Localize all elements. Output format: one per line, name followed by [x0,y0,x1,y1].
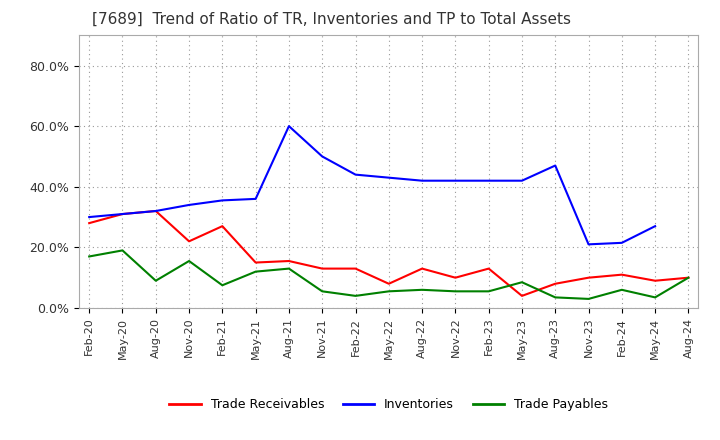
Inventories [185,202,194,208]
Trade Receivables [85,220,94,226]
Trade Payables [85,254,94,259]
Inventories [384,175,393,180]
Trade Receivables [618,272,626,277]
Trade Receivables [551,281,559,286]
Inventories [451,178,459,183]
Trade Payables [384,289,393,294]
Inventories [518,178,526,183]
Trade Receivables [118,211,127,216]
Trade Payables [518,279,526,285]
Trade Payables [151,278,160,283]
Trade Payables [284,266,293,271]
Inventories [584,242,593,247]
Trade Payables [485,289,493,294]
Trade Payables [251,269,260,274]
Trade Payables [351,293,360,298]
Line: Inventories: Inventories [89,126,655,244]
Inventories [418,178,426,183]
Trade Payables [318,289,327,294]
Trade Receivables [151,209,160,214]
Trade Receivables [218,224,227,229]
Inventories [85,214,94,220]
Trade Payables [118,248,127,253]
Trade Receivables [185,238,194,244]
Trade Receivables [318,266,327,271]
Inventories [151,209,160,214]
Text: [7689]  Trend of Ratio of TR, Inventories and TP to Total Assets: [7689] Trend of Ratio of TR, Inventories… [91,12,570,27]
Trade Receivables [384,281,393,286]
Trade Payables [451,289,459,294]
Trade Receivables [684,275,693,280]
Trade Payables [551,295,559,300]
Inventories [651,224,660,229]
Trade Receivables [451,275,459,280]
Trade Payables [651,295,660,300]
Inventories [251,196,260,202]
Trade Payables [684,275,693,280]
Inventories [318,154,327,159]
Trade Receivables [485,266,493,271]
Inventories [485,178,493,183]
Trade Payables [584,296,593,301]
Trade Receivables [418,266,426,271]
Trade Receivables [351,266,360,271]
Inventories [351,172,360,177]
Trade Payables [618,287,626,293]
Legend: Trade Receivables, Inventories, Trade Payables: Trade Receivables, Inventories, Trade Pa… [164,393,613,416]
Trade Payables [185,258,194,264]
Trade Receivables [251,260,260,265]
Inventories [618,240,626,246]
Line: Trade Payables: Trade Payables [89,250,688,299]
Trade Payables [418,287,426,293]
Trade Receivables [284,258,293,264]
Trade Receivables [651,278,660,283]
Inventories [284,124,293,129]
Inventories [118,211,127,216]
Inventories [551,163,559,168]
Trade Payables [218,282,227,288]
Line: Trade Receivables: Trade Receivables [89,211,688,296]
Inventories [218,198,227,203]
Trade Receivables [518,293,526,298]
Trade Receivables [584,275,593,280]
